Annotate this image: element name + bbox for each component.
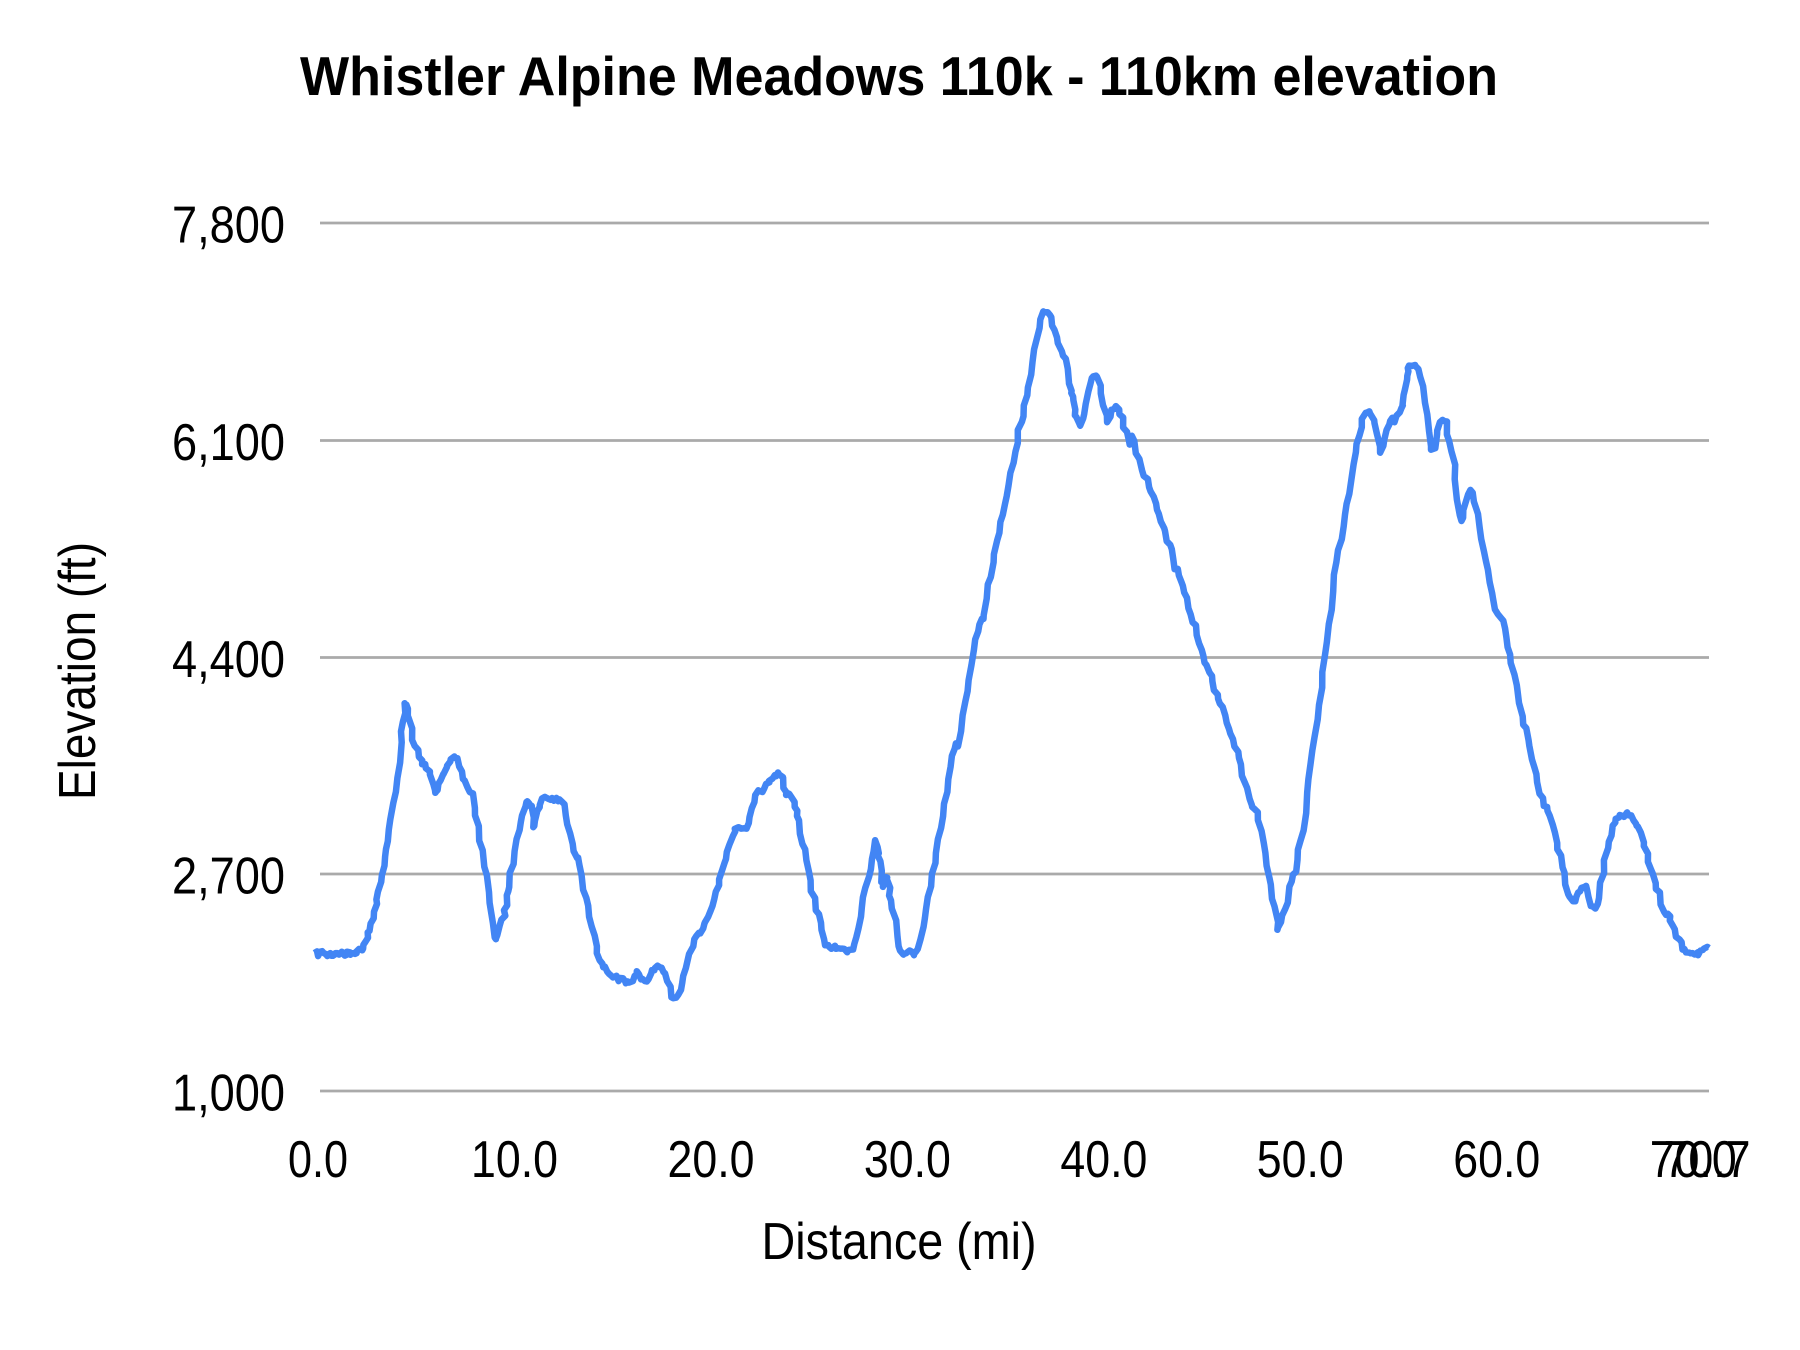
svg-text:4,400: 4,400: [172, 631, 285, 689]
svg-text:1,000: 1,000: [172, 1065, 285, 1123]
svg-text:6,100: 6,100: [172, 414, 285, 472]
svg-text:20.0: 20.0: [668, 1131, 755, 1189]
svg-text:Elevation (ft): Elevation (ft): [49, 542, 107, 800]
svg-text:0.0: 0.0: [288, 1131, 348, 1189]
svg-text:7,800: 7,800: [172, 197, 285, 255]
svg-text:Distance (mi): Distance (mi): [762, 1213, 1037, 1271]
svg-text:40.0: 40.0: [1060, 1131, 1147, 1189]
svg-text:60.0: 60.0: [1453, 1131, 1540, 1189]
svg-text:10.0: 10.0: [471, 1131, 558, 1189]
svg-text:50.0: 50.0: [1257, 1131, 1344, 1189]
svg-text:Whistler Alpine Meadows 110k -: Whistler Alpine Meadows 110k - 110km ele…: [300, 45, 1498, 107]
svg-text:70.0: 70.0: [1650, 1131, 1737, 1189]
svg-text:2,700: 2,700: [172, 848, 285, 906]
svg-text:30.0: 30.0: [864, 1131, 951, 1189]
svg-text:70.7: 70.7: [1664, 1131, 1751, 1189]
